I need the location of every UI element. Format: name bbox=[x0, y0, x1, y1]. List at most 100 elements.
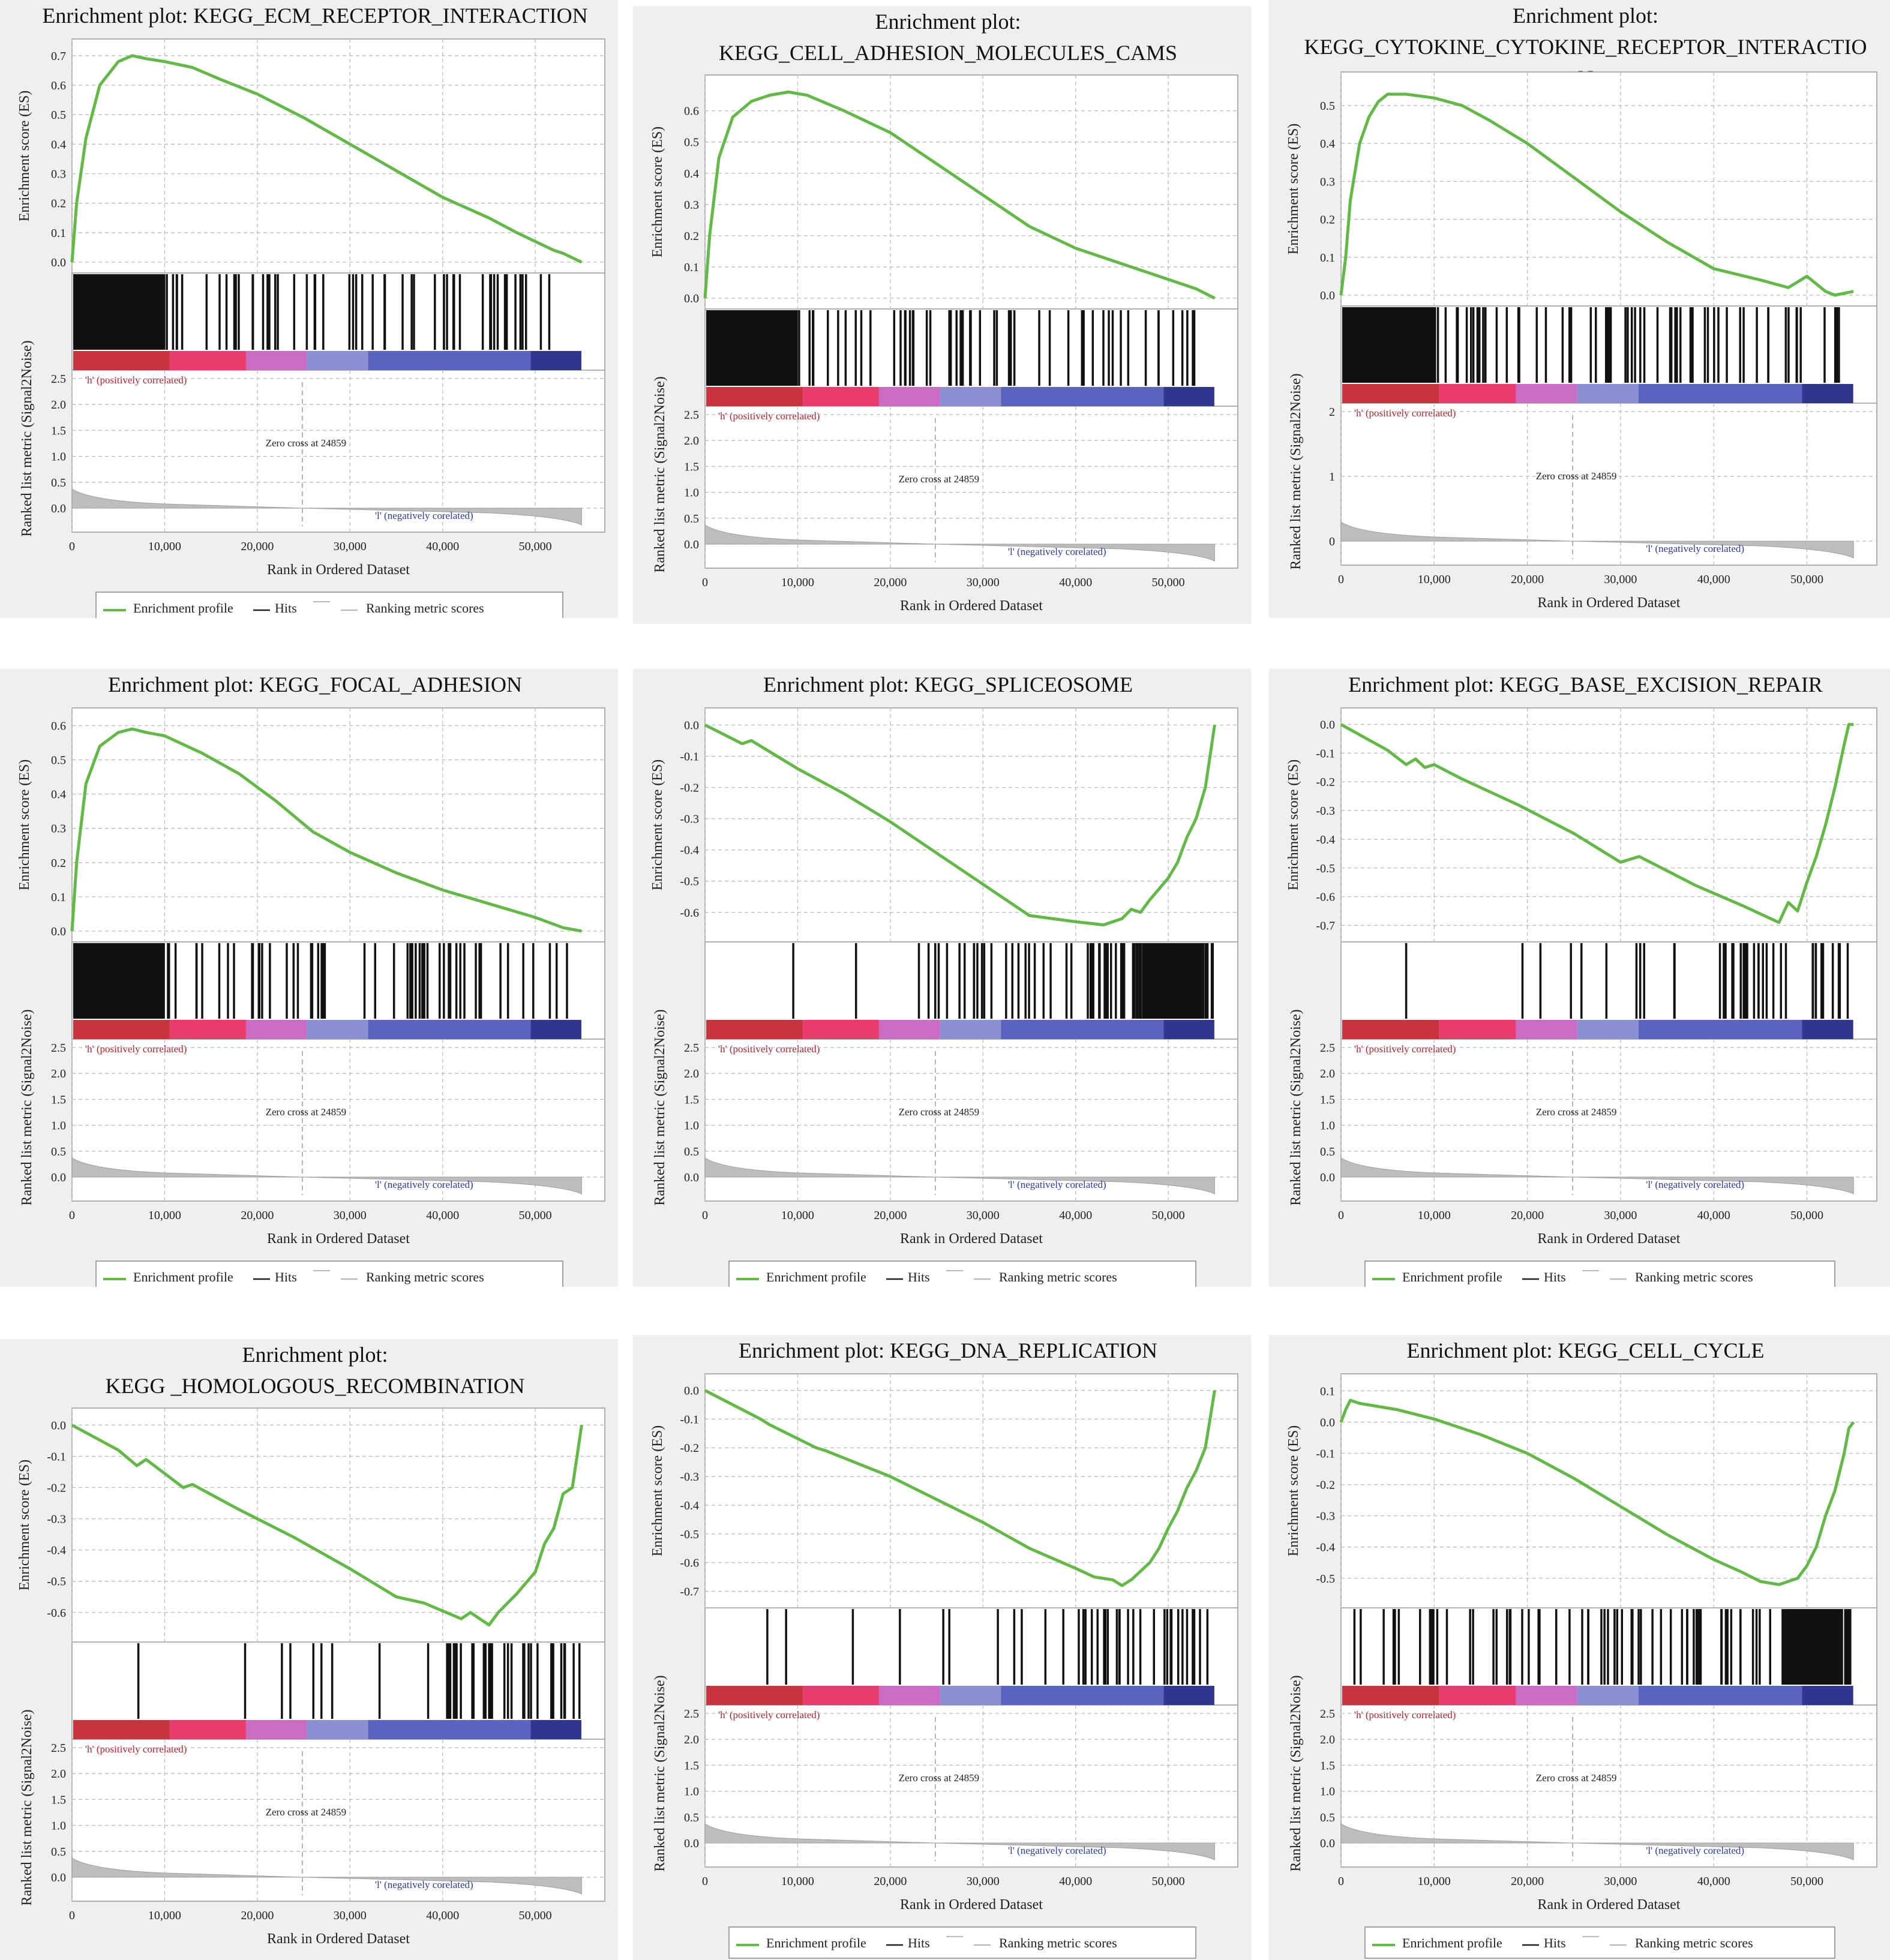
x-tick-label: 50,000 bbox=[1790, 1209, 1823, 1222]
es-tick-label: -0.7 bbox=[680, 1585, 699, 1598]
ranking-color-bar bbox=[368, 1020, 531, 1039]
gsea-panel-9: Enrichment plot: KEGG_CELL_CYCLE 0.1 0.0 -0… bbox=[1269, 1335, 1890, 1960]
negative-corr-label: 'l' (negatively corelated) bbox=[1008, 546, 1106, 557]
es-tick-label: 0.0 bbox=[51, 925, 66, 938]
legend-hits-label: Hits bbox=[275, 601, 297, 616]
x-tick-label: 30,000 bbox=[1604, 1875, 1637, 1888]
x-tick-label: 10,000 bbox=[1418, 1209, 1451, 1222]
positive-corr-label: 'h' (positively correlated) bbox=[718, 1043, 820, 1055]
es-tick-label: -0.4 bbox=[680, 844, 699, 857]
es-tick-label: 0.3 bbox=[51, 168, 66, 181]
ranking-metric-area bbox=[1340, 1157, 1854, 1194]
negative-corr-label: 'l' (negatively corelated) bbox=[375, 510, 473, 521]
x-tick-label: 10,000 bbox=[148, 540, 181, 553]
metric-tick-label: 0.5 bbox=[51, 1845, 66, 1859]
plot-frame bbox=[71, 1407, 605, 1902]
metric-tick-label: 1.5 bbox=[684, 460, 699, 473]
negative-corr-label: 'l' (negatively corelated) bbox=[1646, 1845, 1744, 1856]
x-tick-label: 40,000 bbox=[426, 1209, 459, 1222]
gsea-panel-8: Enrichment plot: KEGG_DNA_REPLICATION 0.0… bbox=[633, 1335, 1251, 1960]
ranking-color-bar bbox=[940, 1020, 1001, 1039]
metric-tick-label: 2.0 bbox=[51, 1067, 66, 1080]
x-tick-label: 20,000 bbox=[874, 1875, 907, 1888]
ranking-metric-area bbox=[1340, 1823, 1854, 1860]
metric-axis-label: Ranked list metric (Signal2Noise) bbox=[1288, 1009, 1304, 1205]
metric-tick-label: 2.5 bbox=[684, 1041, 699, 1055]
x-axis-label: Rank in Ordered Dataset bbox=[900, 1897, 1043, 1913]
legend-metric-label: Ranking metric scores bbox=[999, 1269, 1117, 1284]
x-tick-label: 30,000 bbox=[967, 1875, 1000, 1888]
positive-corr-label: 'h' (positively correlated) bbox=[85, 374, 187, 386]
ranking-metric-area bbox=[1340, 521, 1854, 559]
chart-title: Enrichment plot: bbox=[242, 1343, 388, 1367]
gsea-svg-6: Enrichment plot: KEGG_BASE_EXCISION_REPA… bbox=[1286, 673, 1877, 1287]
ranking-color-bar bbox=[706, 1686, 803, 1705]
x-tick-label: 40,000 bbox=[1697, 1875, 1730, 1888]
es-tick-label: -0.4 bbox=[1316, 833, 1335, 847]
es-tick-label: -0.7 bbox=[1316, 919, 1335, 932]
ranking-color-bar bbox=[802, 1020, 879, 1039]
metric-tick-label: 0.0 bbox=[51, 502, 66, 515]
es-tick-label: -0.2 bbox=[1316, 1479, 1335, 1492]
es-tick-label: -0.2 bbox=[680, 782, 699, 795]
x-tick-label: 20,000 bbox=[1511, 1875, 1544, 1888]
metric-axis-label: Ranked list metric (Signal2Noise) bbox=[19, 340, 35, 536]
es-tick-label: -0.6 bbox=[47, 1607, 66, 1620]
es-tick-label: 0.0 bbox=[51, 256, 66, 269]
ranking-color-bar bbox=[1342, 1020, 1439, 1039]
legend-profile-label: Enrichment profile bbox=[1402, 1269, 1502, 1284]
gsea-svg-7: Enrichment plot: KEGG _HOMOLOGOUS_RECOMBI… bbox=[17, 1343, 605, 1947]
enrichment-profile-line bbox=[1339, 1398, 1855, 1586]
ranking-color-bar bbox=[1577, 384, 1639, 403]
metric-tick-label: 1.0 bbox=[684, 487, 699, 500]
es-axis-label: Enrichment score (ES) bbox=[17, 760, 32, 891]
es-tick-label: 0.4 bbox=[1320, 137, 1335, 151]
x-tick-label: 0 bbox=[69, 1209, 75, 1222]
ranking-metric-area bbox=[704, 524, 1215, 562]
es-tick-label: -0.1 bbox=[1316, 1448, 1335, 1461]
legend-profile-label: Enrichment profile bbox=[766, 1269, 866, 1284]
enrichment-profile-line bbox=[1339, 92, 1854, 297]
chart-title: Enrichment plot: KEGG_BASE_EXCISION_REPA… bbox=[1348, 673, 1823, 697]
positive-corr-label: 'h' (positively correlated) bbox=[85, 1743, 187, 1755]
zero-cross-label: Zero cross at 24859 bbox=[266, 1106, 347, 1118]
es-tick-label: 0.2 bbox=[51, 197, 66, 211]
ranking-color-bar bbox=[1802, 1686, 1853, 1705]
zero-cross-label: Zero cross at 24859 bbox=[266, 437, 347, 449]
gsea-svg-3: Enrichment plot: KEGG_CYTOKINE_CYTOKINE_R… bbox=[1286, 4, 1877, 611]
legend-hits-label: Hits bbox=[1544, 1269, 1566, 1284]
es-tick-label: 0.0 bbox=[1320, 289, 1335, 302]
chart-title: KEGG_CELL_ADHESION_MOLECULES_CAMS bbox=[719, 41, 1177, 65]
es-tick-label: 0.3 bbox=[684, 199, 699, 212]
ranking-color-bar bbox=[1577, 1686, 1639, 1705]
ranking-color-bar bbox=[706, 387, 803, 406]
es-tick-label: -0.1 bbox=[680, 1413, 699, 1426]
x-tick-label: 20,000 bbox=[241, 1209, 274, 1222]
ranking-color-bar bbox=[1802, 1020, 1853, 1039]
es-tick-label: -0.3 bbox=[1316, 1510, 1335, 1523]
metric-tick-label: 1.5 bbox=[1320, 1093, 1335, 1106]
metric-tick-label: 0.0 bbox=[1320, 1171, 1335, 1184]
x-tick-label: 20,000 bbox=[1511, 1209, 1544, 1222]
es-tick-label: -0.3 bbox=[47, 1513, 66, 1526]
ranking-color-bar bbox=[169, 1020, 246, 1039]
negative-corr-label: 'l' (negatively corelated) bbox=[1008, 1845, 1106, 1856]
x-tick-label: 20,000 bbox=[241, 1909, 274, 1922]
metric-tick-label: 1.5 bbox=[684, 1093, 699, 1106]
x-axis-label: Rank in Ordered Dataset bbox=[267, 1231, 410, 1247]
ranking-metric-area bbox=[71, 488, 582, 526]
enrichment-profile-line bbox=[70, 54, 583, 264]
chart-title: KEGG_CYTOKINE_CYTOKINE_RECEPTOR_INTERACT… bbox=[1304, 35, 1867, 59]
positive-corr-label: 'h' (positively correlated) bbox=[1354, 1709, 1456, 1721]
es-tick-label: 0.4 bbox=[51, 788, 66, 802]
legend-metric-label: Ranking metric scores bbox=[1635, 1935, 1753, 1950]
hit-block bbox=[1781, 1609, 1843, 1685]
metric-tick-label: 1.5 bbox=[1320, 1759, 1335, 1772]
es-tick-label: -0.3 bbox=[680, 813, 699, 826]
ranking-color-bar bbox=[1516, 1020, 1577, 1039]
ranking-color-bar bbox=[878, 1686, 940, 1705]
x-tick-label: 40,000 bbox=[426, 540, 459, 553]
es-axis-label: Enrichment score (ES) bbox=[1286, 124, 1301, 255]
x-tick-label: 0 bbox=[1338, 1875, 1344, 1888]
x-tick-label: 50,000 bbox=[519, 540, 552, 553]
